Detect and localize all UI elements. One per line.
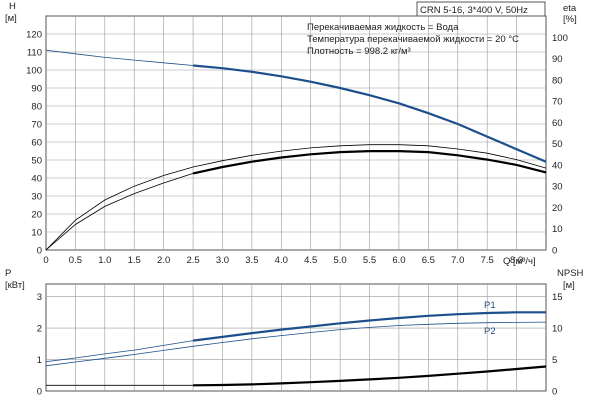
info-line-temperature: Температура перекачиваемой жидкости = 20… [307, 34, 519, 45]
eta-axis-title: eta [563, 3, 577, 14]
tick-label-layer: 0102030405060708090100110120010203040506… [26, 30, 568, 398]
x-tick-label: 1.5 [128, 255, 141, 266]
right-tick-label: 15 [552, 292, 563, 303]
npsh-axis-unit: [м] [563, 280, 575, 291]
x-tick-label: 5.0 [334, 255, 347, 266]
p-axis-title: P [5, 268, 11, 279]
h-axis-title: H [9, 1, 16, 12]
left-tick-label: 100 [26, 66, 42, 77]
left-tick-label: 2 [37, 324, 42, 335]
x-tick-label: 7.5 [481, 255, 494, 266]
h-axis-unit: [м] [5, 13, 17, 24]
x-tick-label: 3.5 [245, 255, 258, 266]
left-tick-label: 80 [31, 102, 42, 113]
right-tick-label: 100 [552, 33, 568, 44]
left-tick-label: 30 [31, 192, 42, 203]
left-tick-label: 90 [31, 84, 42, 95]
left-tick-label: 10 [31, 228, 42, 239]
right-tick-label: 10 [552, 324, 563, 335]
series-line-bold [192, 64, 547, 163]
left-tick-label: 3 [37, 292, 42, 303]
x-tick-label: 5.5 [363, 255, 376, 266]
right-tick-label: 10 [552, 224, 563, 235]
left-tick-label: 1 [37, 355, 42, 366]
right-tick-label: 40 [552, 160, 563, 171]
x-tick-label: 6.0 [392, 255, 405, 266]
series-line-thin [45, 150, 547, 251]
series-label-p2: P2 [484, 326, 496, 337]
model-box [416, 1, 546, 17]
x-tick-label: 0.5 [69, 255, 82, 266]
x-tick-label: 4.5 [304, 255, 317, 266]
left-tick-label: 110 [27, 48, 42, 59]
series-line-bold [192, 150, 547, 175]
right-tick-label: 5 [552, 355, 557, 366]
series-line-thin [45, 311, 546, 363]
left-tick-label: 40 [31, 174, 42, 185]
q-axis-label: Q [м³/ч] [503, 256, 536, 267]
x-tick-label: 3.0 [216, 255, 229, 266]
right-tick-label: 0 [552, 387, 557, 398]
right-tick-label: 50 [552, 139, 563, 150]
info-line-fluid: Перекачиваемая жидкость = Вода [307, 22, 459, 33]
grid-layer [46, 16, 546, 391]
series-line-thin [45, 144, 547, 251]
p-axis-unit: [кВт] [5, 280, 25, 291]
x-tick-label: 8.0 [510, 255, 523, 266]
series-line-bold [193, 365, 547, 387]
series-line-thin [45, 321, 547, 367]
top-plot-frame [45, 15, 547, 251]
x-tick-label: 0 [43, 255, 48, 266]
bottom-plot-frame [45, 283, 547, 392]
right-tick-label: 80 [552, 75, 563, 86]
x-tick-label: 7.0 [451, 255, 464, 266]
right-tick-label: 30 [552, 182, 563, 193]
x-tick-label: 6.5 [422, 255, 435, 266]
left-tick-label: 0 [37, 387, 42, 398]
left-tick-label: 60 [31, 138, 42, 149]
x-tick-label: 2.5 [186, 255, 199, 266]
model-label: CRN 5-16, 3*400 V, 50Hz [420, 5, 528, 16]
right-tick-label: 60 [552, 118, 563, 129]
left-tick-label: 120 [26, 30, 42, 41]
npsh-axis-title: NPSH [557, 268, 584, 279]
series-layer [45, 49, 547, 387]
x-tick-label: 2.0 [157, 255, 170, 266]
eta-axis-unit: [%] [563, 14, 577, 25]
right-tick-label: 70 [552, 97, 563, 108]
x-tick-label: 4.0 [275, 255, 288, 266]
left-tick-label: 20 [31, 210, 42, 221]
series-line-bold [192, 311, 546, 342]
series-label-p1: P1 [484, 300, 496, 311]
x-tick-label: 1.0 [98, 255, 111, 266]
right-tick-label: 20 [552, 203, 563, 214]
right-tick-label: 90 [552, 54, 563, 65]
left-tick-label: 50 [31, 156, 42, 167]
left-tick-label: 0 [37, 246, 42, 257]
right-tick-label: 0 [552, 246, 557, 257]
info-line-density: Плотность = 998.2 кг/м³ [307, 46, 411, 57]
left-tick-label: 70 [31, 120, 42, 131]
